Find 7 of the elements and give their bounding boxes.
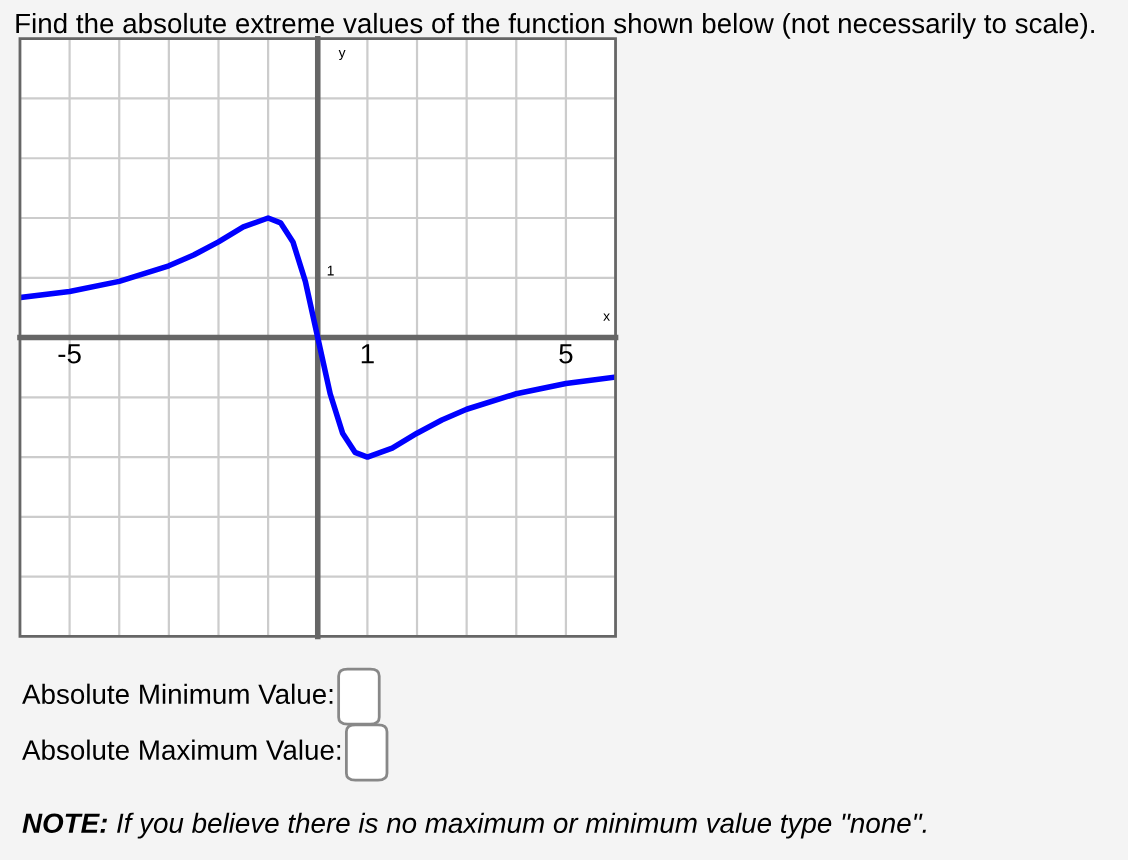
x-tick-label: 1 [361,344,374,364]
text: Absolute Maximum Value: [22,739,341,760]
x-tick-label: -5 [58,344,81,364]
text: NOTE: If you believe there is no maximum or minimum value type "none". [22,812,926,839]
x-tick-label: 5 [559,344,573,364]
text: Absolute Minimum Value: [22,683,333,705]
chart-title: Find the absolute extreme values of the function shown below (not necessarily to scale). [16,12,1094,39]
